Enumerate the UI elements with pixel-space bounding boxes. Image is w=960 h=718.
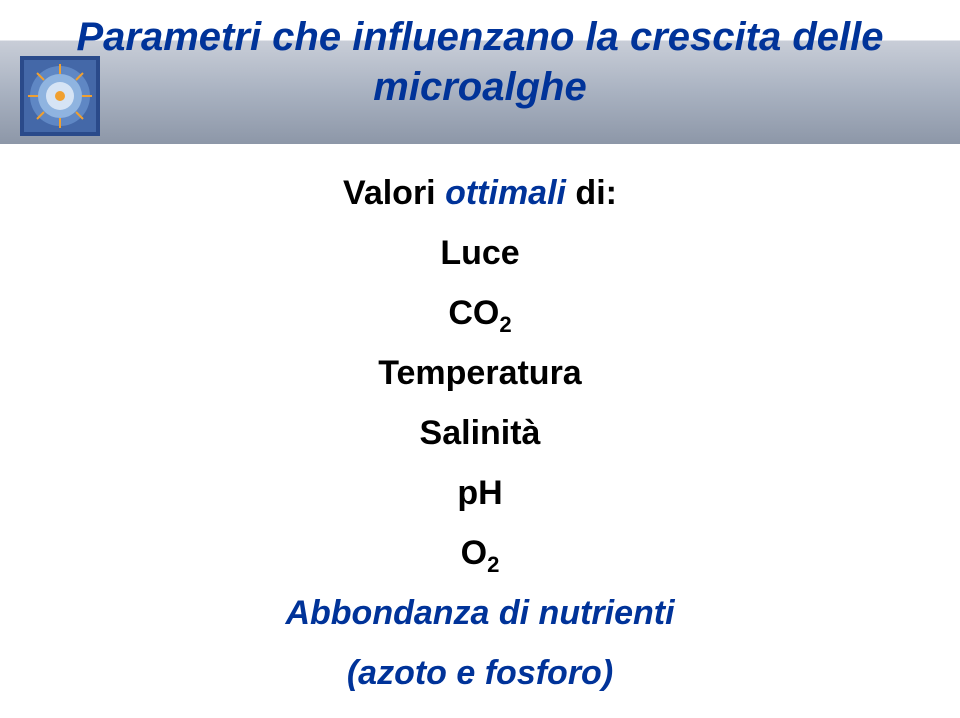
footer-text-2: (azoto e fosforo)	[347, 654, 613, 692]
item-text: pH	[457, 474, 502, 512]
list-item: Luce	[0, 236, 960, 270]
footer-text-1: Abbondanza di nutrienti	[285, 594, 674, 632]
slide: Parametri che influenzano la crescita de…	[0, 0, 960, 718]
intro-emph: ottimali	[445, 174, 566, 212]
footer-line-2: (azoto e fosforo)	[0, 656, 960, 690]
title-line-2: microalghe	[373, 65, 586, 109]
footer-line-1: Abbondanza di nutrienti	[0, 596, 960, 630]
item-text: CO2	[448, 294, 511, 332]
list-item: pH	[0, 476, 960, 510]
list-item: O2	[0, 536, 960, 570]
title-line-1: Parametri che influenzano la crescita de…	[77, 15, 884, 59]
logo-icon	[20, 56, 100, 136]
item-text: Temperatura	[378, 354, 581, 392]
list-item: Salinità	[0, 416, 960, 450]
page-title: Parametri che influenzano la crescita de…	[0, 12, 960, 112]
intro-line: Valori ottimali di:	[0, 176, 960, 210]
item-text: Luce	[440, 234, 519, 272]
content-list: Valori ottimali di: Luce CO2 Temperatura…	[0, 176, 960, 716]
list-item: Temperatura	[0, 356, 960, 390]
intro-suffix: di:	[566, 174, 617, 212]
intro-prefix: Valori	[343, 174, 445, 212]
list-item: CO2	[0, 296, 960, 330]
item-text: Salinità	[420, 414, 541, 452]
item-text: O2	[461, 534, 500, 572]
